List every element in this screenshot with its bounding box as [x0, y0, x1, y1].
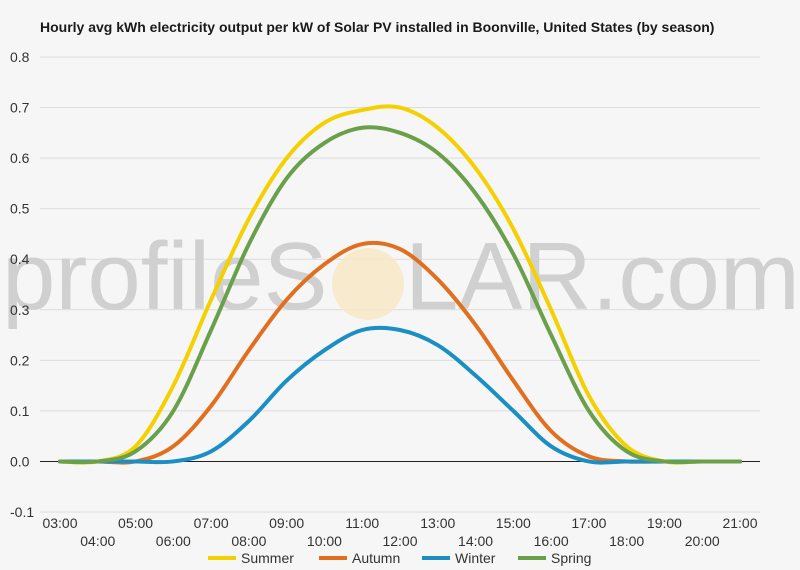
x-tick-label: 18:00 [609, 533, 644, 549]
x-tick-label: 20:00 [685, 533, 720, 549]
y-tick-label: 0.1 [10, 403, 30, 419]
y-tick-label: 0.5 [10, 201, 30, 217]
watermark: profileS LAR.com [2, 223, 800, 330]
y-tick-label: 0.6 [10, 150, 30, 166]
y-tick-label: 0.8 [10, 49, 30, 65]
x-tick-label: 21:00 [722, 515, 757, 531]
x-axis-ticks: 03:0004:0005:0006:0007:0008:0009:0010:00… [42, 515, 757, 549]
y-tick-label: 0.7 [10, 100, 30, 116]
watermark-text-left: profileS [2, 223, 328, 330]
y-tick-label: 0.4 [10, 251, 30, 267]
x-tick-label: 17:00 [571, 515, 606, 531]
series-line-summer [58, 104, 742, 465]
x-tick-label: 11:00 [345, 515, 379, 531]
y-tick-label: -0.1 [10, 504, 34, 520]
x-tick-label: 12:00 [382, 533, 417, 549]
series-lines [58, 104, 742, 465]
series-line-spring [58, 125, 742, 465]
x-tick-label: 13:00 [420, 515, 455, 531]
x-tick-label: 14:00 [458, 533, 493, 549]
legend-label-winter: Winter [455, 550, 496, 566]
x-tick-label: 06:00 [156, 533, 191, 549]
legend-label-spring: Spring [551, 550, 591, 566]
y-axis-ticks: 0.8 0.7 0.6 0.5 0.4 0.3 0.2 0.1 0.0 -0.1 [10, 49, 34, 520]
legend-label-summer: Summer [241, 550, 294, 566]
chart-title: Hourly avg kWh electricity output per kW… [40, 19, 714, 35]
x-tick-label: 16:00 [534, 533, 569, 549]
series-line-winter [58, 325, 742, 465]
watermark-text-right: LAR.com [405, 223, 800, 330]
x-tick-label: 19:00 [647, 515, 682, 531]
x-tick-label: 05:00 [118, 515, 153, 531]
grid-lines [40, 56, 760, 513]
x-tick-label: 04:00 [80, 533, 115, 549]
watermark-sun-icon [332, 248, 404, 320]
y-tick-label: 0.2 [10, 352, 30, 368]
y-tick-label: 0.3 [10, 302, 30, 318]
legend-label-autumn: Autumn [352, 550, 400, 566]
x-tick-label: 03:00 [42, 515, 77, 531]
legend: Summer Autumn Winter Spring [208, 550, 591, 566]
x-tick-label: 07:00 [194, 515, 229, 531]
x-tick-label: 10:00 [307, 533, 342, 549]
x-tick-label: 08:00 [231, 533, 266, 549]
y-tick-label: 0.0 [10, 453, 30, 469]
x-tick-label: 09:00 [269, 515, 304, 531]
x-tick-label: 15:00 [496, 515, 531, 531]
